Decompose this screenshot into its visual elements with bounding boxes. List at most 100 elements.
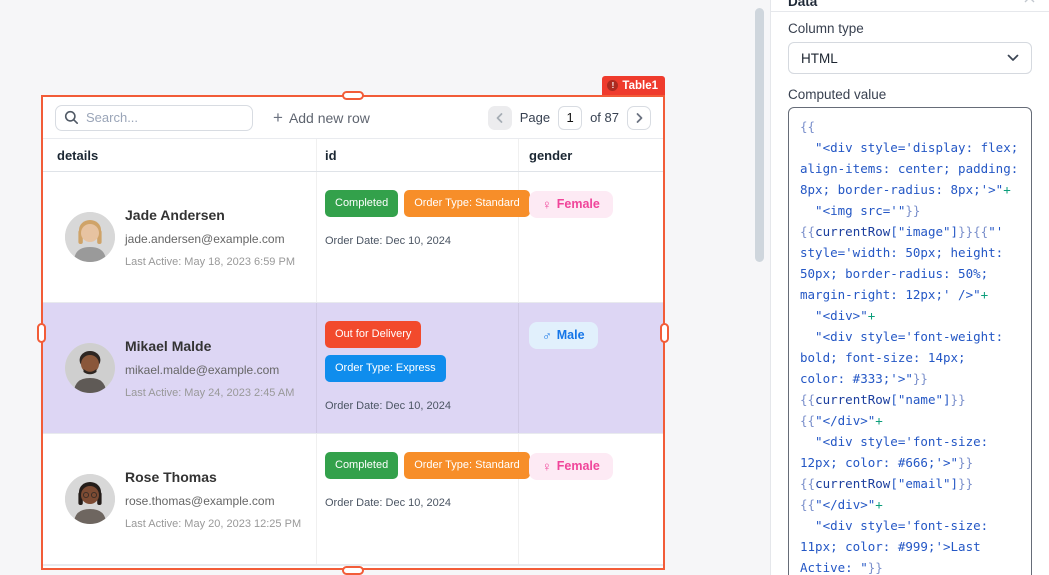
person-info: Jade Andersen jade.andersen@example.com … bbox=[125, 207, 295, 268]
order-date: Order Date: Dec 10, 2024 bbox=[325, 235, 451, 247]
code-line: {{"</div>"+ bbox=[800, 497, 883, 512]
prev-page-button[interactable] bbox=[487, 105, 512, 130]
panel-section-title: Data bbox=[788, 0, 818, 9]
chevron-left-icon bbox=[496, 112, 503, 123]
table-row[interactable]: Jade Andersen jade.andersen@example.com … bbox=[43, 172, 663, 303]
person-email: jade.andersen@example.com bbox=[125, 231, 285, 246]
search-input[interactable] bbox=[55, 104, 253, 131]
gender-badge: ♀ Female bbox=[529, 453, 613, 480]
status-badge: Completed bbox=[325, 190, 399, 217]
code-line: "<div style='font-size: bbox=[800, 518, 989, 533]
resize-handle-top[interactable] bbox=[342, 91, 364, 100]
person-email: mikael.malde@example.com bbox=[125, 362, 280, 377]
code-line: {{currentRow["image"]}}{{"' bbox=[800, 224, 1004, 239]
computed-value-editor[interactable]: {{ "<div style='display: flex; align-item… bbox=[788, 107, 1032, 575]
avatar bbox=[65, 212, 115, 262]
page-total: of 87 bbox=[590, 110, 619, 125]
code-line: Active: "}} bbox=[800, 560, 883, 575]
app-canvas: ! Table1 + Add new row bbox=[37, 8, 764, 575]
person-info: Mikael Malde mikael.malde@example.com La… bbox=[125, 338, 294, 399]
next-page-button[interactable] bbox=[627, 105, 651, 130]
code-line: 8px; border-radius: 8px;'>"+ bbox=[800, 182, 1011, 197]
gender-badge: ♀ Female bbox=[529, 191, 613, 218]
person-last-active: Last Active: May 18, 2023 6:59 PM bbox=[125, 255, 295, 268]
person-last-active: Last Active: May 20, 2023 12:25 PM bbox=[125, 517, 302, 530]
gender-label: Male bbox=[556, 328, 585, 343]
person-email: rose.thomas@example.com bbox=[125, 493, 275, 508]
table-component[interactable]: ! Table1 + Add new row bbox=[37, 76, 669, 575]
code-line: "<img src='"}} bbox=[800, 203, 921, 218]
column-header-gender[interactable]: gender bbox=[529, 147, 573, 163]
table-toolbar: + Add new row Page of 87 bbox=[43, 97, 663, 139]
page-label: Page bbox=[519, 110, 551, 125]
cell-gender: ♀ Female bbox=[519, 172, 663, 302]
inspector-panel: Data Column type HTML Computed value {{ … bbox=[770, 0, 1049, 575]
person-info: Rose Thomas rose.thomas@example.com Last… bbox=[125, 469, 301, 530]
order-date: Order Date: Dec 10, 2024 bbox=[325, 497, 451, 509]
component-label[interactable]: ! Table1 bbox=[602, 76, 665, 95]
component-label-text: Table1 bbox=[622, 79, 658, 92]
resize-handle-left[interactable] bbox=[37, 322, 46, 343]
avatar bbox=[65, 474, 115, 524]
panel-section-header[interactable]: Data bbox=[771, 0, 1049, 12]
code-line: {{currentRow["email"]}} bbox=[800, 476, 974, 491]
person-last-active: Last Active: May 24, 2023 2:45 AM bbox=[125, 386, 295, 399]
chevron-up-icon bbox=[1024, 0, 1035, 3]
computed-value-label: Computed value bbox=[788, 87, 887, 102]
alert-icon: ! bbox=[607, 80, 619, 91]
pagination: Page of 87 bbox=[487, 105, 651, 130]
order-date: Order Date: Dec 10, 2024 bbox=[325, 400, 451, 412]
status-badge: Completed bbox=[325, 452, 399, 479]
search-icon bbox=[64, 110, 78, 124]
code-line: bold; font-size: 14px; bbox=[800, 350, 966, 365]
code-line: "<div style='font-size: bbox=[800, 434, 989, 449]
cell-details: Rose Thomas rose.thomas@example.com Last… bbox=[43, 434, 317, 564]
avatar bbox=[65, 343, 115, 393]
code-line: "<div style='display: flex; bbox=[800, 140, 1019, 155]
column-header-details[interactable]: details bbox=[43, 139, 317, 171]
code-line: 11px; color: #999;'>Last bbox=[800, 539, 981, 554]
add-new-row-button[interactable]: + Add new row bbox=[273, 109, 370, 126]
code-line: {{ bbox=[800, 119, 816, 134]
chevron-right-icon bbox=[636, 112, 643, 123]
cell-id: Completed Order Type: Standard Order Dat… bbox=[317, 172, 530, 302]
code-line: color: #333;'>"}} bbox=[800, 371, 928, 386]
cell-gender: ♂ Male bbox=[519, 303, 663, 433]
code-line: "<div>"+ bbox=[800, 308, 876, 323]
chevron-down-icon bbox=[1007, 54, 1019, 61]
cell-details: Mikael Malde mikael.malde@example.com La… bbox=[43, 303, 317, 433]
plus-icon: + bbox=[273, 108, 283, 127]
gender-badge: ♂ Male bbox=[529, 322, 598, 349]
column-header-id[interactable]: id bbox=[317, 139, 519, 171]
code-line: {{currentRow["name"]}} bbox=[800, 392, 966, 407]
status-badge: Out for Delivery bbox=[325, 321, 422, 348]
resize-handle-bottom[interactable] bbox=[342, 566, 364, 575]
code-line: "<div style='font-weight: bbox=[800, 329, 1004, 344]
add-new-row-label: Add new row bbox=[288, 109, 370, 126]
gender-label: Female bbox=[556, 197, 600, 212]
table-row-selected[interactable]: Mikael Malde mikael.malde@example.com La… bbox=[43, 303, 663, 434]
cell-details: Jade Andersen jade.andersen@example.com … bbox=[43, 172, 317, 302]
code-line: style='width: 50px; height: bbox=[800, 245, 1004, 260]
table-header-row: details id gender bbox=[43, 139, 663, 172]
column-type-value: HTML bbox=[801, 50, 838, 66]
person-name: Jade Andersen bbox=[125, 206, 225, 223]
code-line: align-items: center; padding: bbox=[800, 161, 1019, 176]
cell-gender: ♀ Female bbox=[519, 434, 663, 564]
canvas-scrollbar[interactable] bbox=[755, 8, 764, 262]
female-icon: ♀ bbox=[542, 459, 552, 474]
order-type-badge: Order Type: Standard bbox=[404, 452, 530, 479]
resize-handle-right[interactable] bbox=[660, 322, 669, 343]
order-type-badge: Order Type: Express bbox=[325, 355, 446, 382]
column-type-label: Column type bbox=[788, 21, 864, 36]
page-input[interactable] bbox=[558, 105, 583, 130]
search-box bbox=[55, 104, 253, 131]
person-name: Rose Thomas bbox=[125, 468, 217, 485]
table-row[interactable]: Rose Thomas rose.thomas@example.com Last… bbox=[43, 434, 663, 565]
person-name: Mikael Malde bbox=[125, 337, 212, 354]
female-icon: ♀ bbox=[542, 197, 552, 212]
column-type-select[interactable]: HTML bbox=[788, 42, 1032, 74]
code-line: 50px; border-radius: 50%; bbox=[800, 266, 989, 281]
code-line: 12px; color: #666;'>"}} bbox=[800, 455, 974, 470]
